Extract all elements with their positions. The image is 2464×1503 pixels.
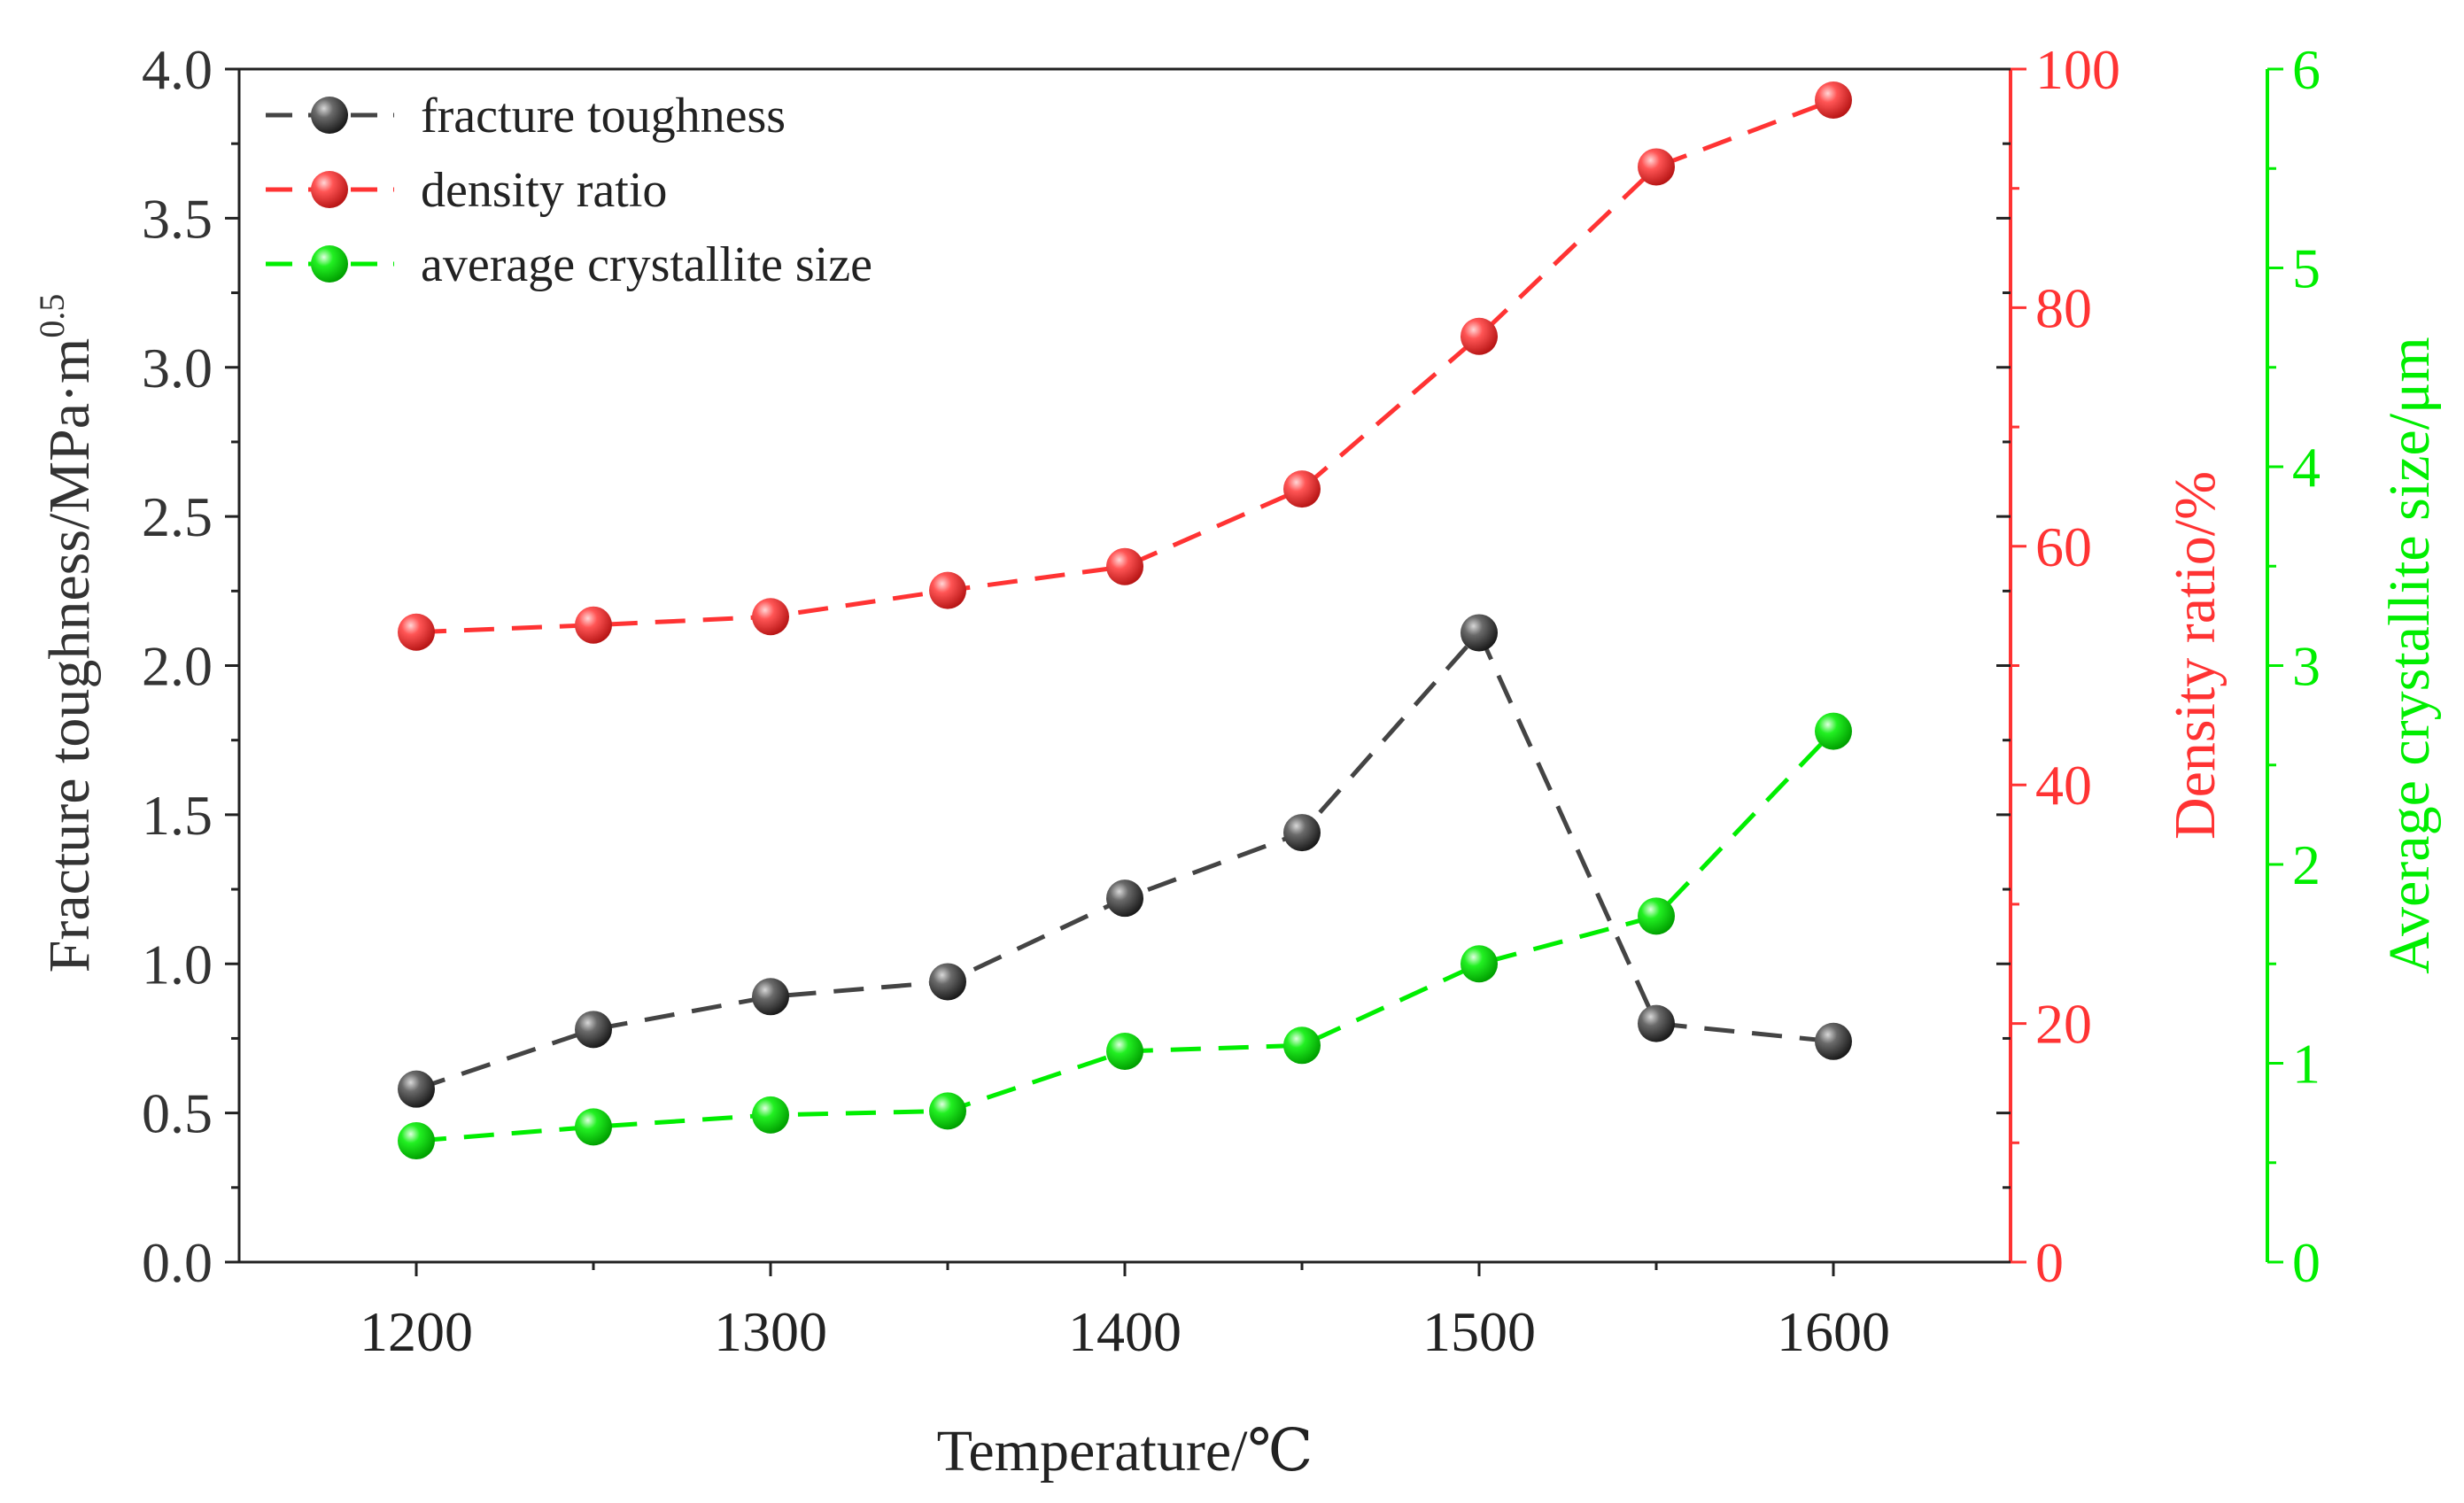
y-left-tick-label: 2.5 xyxy=(142,485,213,548)
x-axis: 1200 1300 1400 1500 1600 xyxy=(360,1262,1890,1363)
legend-marker xyxy=(311,171,348,208)
data-point xyxy=(1106,547,1143,585)
series-line-1 xyxy=(415,97,1834,635)
data-point xyxy=(1815,1022,1852,1060)
data-point xyxy=(1283,470,1321,508)
y-crystallite-tick-label: 4 xyxy=(2292,436,2321,499)
x-tick-label: 1600 xyxy=(1777,1300,1890,1363)
y-crystallite-tick-label: 5 xyxy=(2292,237,2321,300)
y-axis-crystallite-title: Average crystallite size/μm xyxy=(2377,337,2442,974)
y-left-tick-label: 2.0 xyxy=(142,635,213,698)
y-density-tick-label: 80 xyxy=(2035,276,2092,339)
x-tick-label: 1400 xyxy=(1068,1300,1182,1363)
data-point xyxy=(1106,879,1143,918)
legend-label: average crystallite size xyxy=(421,237,872,292)
data-point xyxy=(752,598,789,636)
data-point xyxy=(575,1011,612,1049)
y-axis-density: 0 20 40 60 80 100 xyxy=(1996,38,2120,1294)
legend-marker xyxy=(311,97,348,134)
y-axis-left-title: Fracture toughness/MPa·m0.5 xyxy=(32,294,102,973)
data-point xyxy=(1106,1033,1143,1071)
y-axis-left: 0.0 0.5 1.0 1.5 2.0 2.5 3.0 3.5 4.0 xyxy=(142,38,239,1294)
y-density-tick-label: 0 xyxy=(2035,1231,2064,1294)
data-point xyxy=(752,978,789,1016)
data-point xyxy=(398,613,435,651)
data-point xyxy=(929,1092,966,1130)
data-point xyxy=(575,1108,612,1146)
y-axis-density-title: Density ratio/% xyxy=(2163,471,2228,840)
legend-label: density ratio xyxy=(421,163,667,218)
y-density-tick-label: 40 xyxy=(2035,754,2092,817)
data-point xyxy=(398,1122,435,1160)
y-left-tick-label: 0.5 xyxy=(142,1082,213,1145)
x-tick-label: 1200 xyxy=(360,1300,473,1363)
y-crystallite-tick-label: 1 xyxy=(2292,1033,2321,1096)
y-left-tick-label: 0.0 xyxy=(142,1231,213,1294)
data-point xyxy=(752,1096,789,1134)
data-point xyxy=(398,1070,435,1108)
data-point xyxy=(1638,897,1675,935)
y-density-tick-label: 100 xyxy=(2035,38,2120,101)
series-line-0 xyxy=(415,628,1834,1092)
y-crystallite-tick-label: 0 xyxy=(2292,1231,2321,1294)
y-axis-crystallite: 0 1 2 3 4 5 6 xyxy=(2266,38,2321,1294)
y-density-tick-label: 60 xyxy=(2035,515,2092,578)
data-point xyxy=(1638,148,1675,186)
data-point xyxy=(1638,1004,1675,1042)
data-point xyxy=(575,606,612,644)
y-left-tick-label: 3.0 xyxy=(142,337,213,399)
y-left-tick-label: 3.5 xyxy=(142,187,213,250)
data-point xyxy=(1283,814,1321,852)
data-point xyxy=(1461,317,1498,355)
y-left-tick-label: 1.0 xyxy=(142,933,213,996)
data-point xyxy=(1283,1027,1321,1065)
data-point xyxy=(1461,614,1498,652)
x-tick-label: 1300 xyxy=(714,1300,827,1363)
series-group xyxy=(398,81,1852,1160)
series-line-2 xyxy=(415,729,1835,1143)
y-left-tick-label: 4.0 xyxy=(142,38,213,101)
y-crystallite-tick-label: 3 xyxy=(2292,635,2321,698)
data-point xyxy=(1461,945,1498,983)
data-point xyxy=(929,963,966,1001)
y-crystallite-tick-label: 2 xyxy=(2292,833,2321,896)
data-point xyxy=(929,571,966,609)
y-left-tick-label: 1.5 xyxy=(142,784,213,847)
y-crystallite-tick-label: 6 xyxy=(2292,38,2321,101)
x-axis-title: Temperature/℃ xyxy=(937,1419,1313,1484)
legend: fracture toughness density ratio average c… xyxy=(266,89,872,292)
x-tick-label: 1500 xyxy=(1422,1300,1536,1363)
legend-label: fracture toughness xyxy=(421,89,786,143)
data-point xyxy=(1815,81,1852,120)
y-axis-left-title-main: Fracture toughness/MPa·m xyxy=(37,338,102,973)
data-point xyxy=(1815,712,1852,750)
y-axis-left-title-sup: 0.5 xyxy=(32,294,72,338)
y-density-tick-label: 20 xyxy=(2035,993,2092,1056)
legend-marker xyxy=(311,245,348,283)
